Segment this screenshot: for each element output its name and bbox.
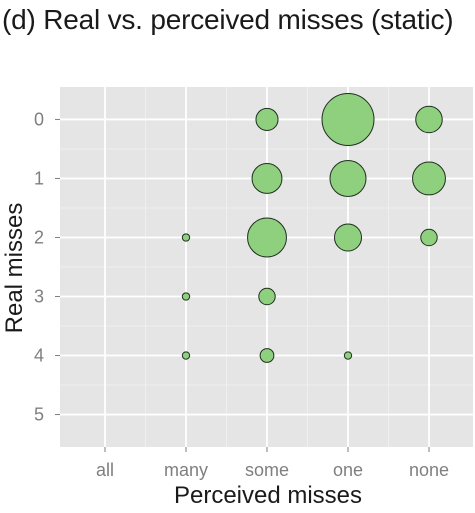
y-tick-label: 5 <box>34 405 44 425</box>
data-point <box>343 351 353 360</box>
data-point <box>415 105 443 134</box>
data-point <box>255 107 279 131</box>
x-axis-title: Perceived misses <box>174 482 362 509</box>
x-tick-label: all <box>96 460 114 480</box>
data-point <box>321 92 375 146</box>
data-point <box>333 223 363 252</box>
data-point <box>251 163 283 194</box>
x-tick-label: some <box>245 460 289 480</box>
x-tick-label: none <box>409 460 449 480</box>
data-point <box>181 351 191 360</box>
data-point <box>420 228 438 247</box>
data-point <box>247 217 287 258</box>
chart-title: (d) Real vs. perceived misses (static) <box>2 4 454 35</box>
data-point <box>412 161 446 196</box>
data-point <box>259 348 275 363</box>
data-point <box>258 287 276 306</box>
y-tick-label: 4 <box>34 346 44 366</box>
x-tick-label: many <box>164 460 208 480</box>
y-tick-label: 1 <box>34 168 44 188</box>
axis-ticks: all many some one none 0 1 2 3 4 5 <box>34 109 449 480</box>
x-tick-label: one <box>333 460 363 480</box>
data-point <box>329 159 367 197</box>
y-tick-label: 3 <box>34 287 44 307</box>
y-axis-title: Real misses <box>1 203 28 334</box>
y-tick-label: 0 <box>34 109 44 129</box>
y-tick-label: 2 <box>34 227 44 247</box>
data-point <box>181 292 191 301</box>
data-point <box>181 233 191 242</box>
data-points <box>181 92 446 363</box>
